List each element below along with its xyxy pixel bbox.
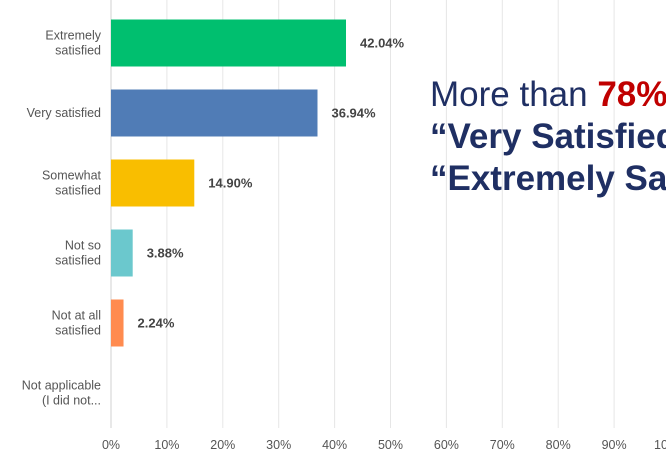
data-label: 42.04% <box>360 36 405 51</box>
bar <box>111 19 347 67</box>
x-tick-label: 40% <box>322 438 347 452</box>
data-label: 3.88% <box>147 246 184 261</box>
x-tick-label: 100% <box>654 438 666 452</box>
value-labels: 42.04% 36.94% 14.90% 3.88% 2.24% <box>138 36 405 331</box>
category-label: Not applicable <box>22 379 101 393</box>
category-label: Extremely <box>45 29 101 43</box>
callout-line-1: More than 78% <box>430 74 666 116</box>
category-label: satisfied <box>55 324 101 338</box>
data-label: 36.94% <box>331 106 376 121</box>
x-tick-label: 30% <box>266 438 291 452</box>
callout-highlight: 78% <box>597 75 666 114</box>
x-tick-label: 90% <box>602 438 627 452</box>
bar <box>111 299 124 347</box>
category-label: (I did not... <box>42 394 101 408</box>
bars <box>111 19 347 347</box>
category-label: satisfied <box>55 184 101 198</box>
bar <box>111 159 195 207</box>
bar <box>111 229 133 277</box>
x-tick-labels: 0% 10% 20% 30% 40% 50% 60% 70% 80% 90% 100% <box>102 438 666 452</box>
category-label: satisfied <box>55 254 101 268</box>
callout-prefix: More than <box>430 75 598 114</box>
category-label: Somewhat <box>42 169 102 183</box>
x-tick-label: 10% <box>154 438 179 452</box>
x-tick-label: 20% <box>210 438 235 452</box>
x-tick-label: 60% <box>434 438 459 452</box>
gridlines <box>110 0 615 428</box>
category-label: Not at all <box>52 309 101 323</box>
category-label: Not so <box>65 239 101 253</box>
callout-line-2: “Very Satisfied <box>430 117 666 156</box>
x-tick-label: 50% <box>378 438 403 452</box>
callout-line-3: “Extremely Sa <box>430 159 666 198</box>
bar <box>111 89 318 137</box>
data-label: 2.24% <box>138 316 175 331</box>
category-label: Very satisfied <box>27 106 101 120</box>
x-tick-label: 80% <box>546 438 571 452</box>
category-label: satisfied <box>55 44 101 58</box>
callout-text: More than 78% “Very Satisfied “Extremely… <box>430 74 666 200</box>
x-tick-label: 0% <box>102 438 120 452</box>
x-tick-label: 70% <box>490 438 515 452</box>
data-label: 14.90% <box>208 176 253 191</box>
